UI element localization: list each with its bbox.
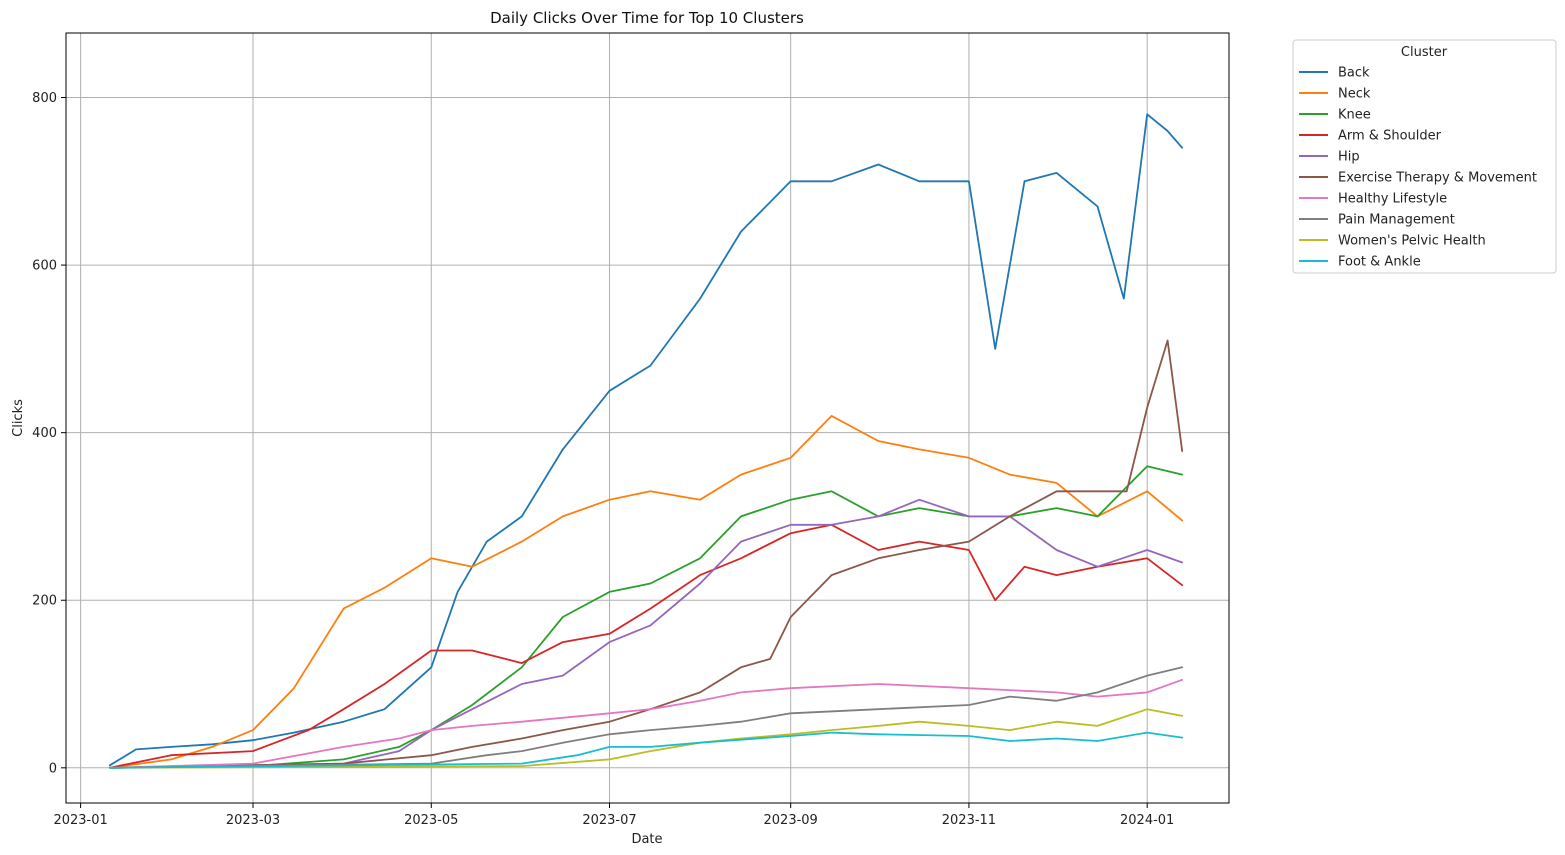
y-tick-label: 200: [32, 594, 57, 609]
y-tick-label: 400: [32, 426, 57, 441]
legend-label: Back: [1338, 66, 1370, 81]
x-tick-label: 2023-05: [404, 813, 458, 828]
y-tick-label: 800: [32, 91, 57, 106]
legend-label: Pain Management: [1338, 213, 1455, 228]
legend-label: Women's Pelvic Health: [1338, 234, 1486, 249]
x-tick-label: 2023-11: [942, 813, 996, 828]
legend-label: Arm & Shoulder: [1338, 129, 1442, 144]
legend-label: Knee: [1338, 108, 1371, 123]
chart-title: Daily Clicks Over Time for Top 10 Cluste…: [490, 9, 804, 27]
y-tick-label: 0: [49, 761, 57, 776]
x-tick-label: 2023-09: [764, 813, 818, 828]
legend-label: Hip: [1338, 150, 1360, 165]
x-tick-label: 2023-01: [53, 813, 107, 828]
legend: Cluster Back Neck Knee Arm & Shoulder Hip Exe…: [1293, 40, 1556, 273]
legend-label: Healthy Lifestyle: [1338, 192, 1447, 207]
legend-label: Exercise Therapy & Movement: [1338, 171, 1537, 186]
legend-label: Neck: [1338, 87, 1371, 102]
y-axis-label: Clicks: [11, 399, 26, 437]
legend-label: Foot & Ankle: [1338, 255, 1421, 270]
legend-title: Cluster: [1401, 45, 1448, 60]
x-tick-label: 2023-07: [582, 813, 636, 828]
x-axis-label: Date: [631, 832, 662, 847]
x-tick-label: 2023-03: [226, 813, 280, 828]
x-tick-label: 2024-01: [1120, 813, 1174, 828]
y-tick-label: 600: [32, 259, 57, 274]
